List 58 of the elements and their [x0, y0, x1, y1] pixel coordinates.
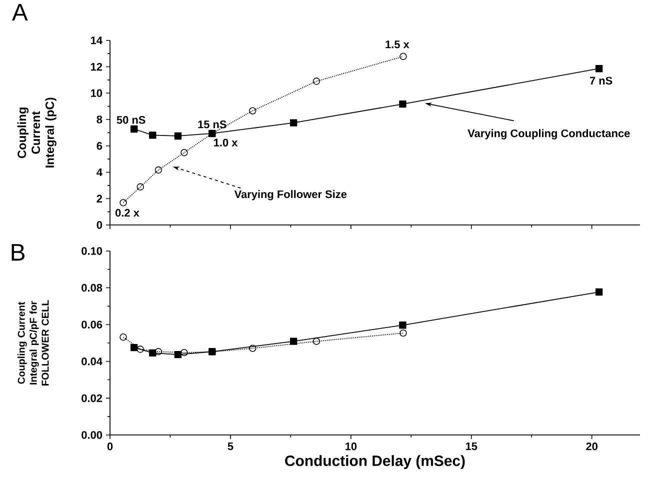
point: [400, 52, 407, 60]
point: [120, 334, 127, 341]
point: [249, 344, 256, 352]
annotation: Varying Coupling Conductance: [468, 129, 630, 140]
y-tick-label: 0: [96, 221, 102, 229]
point: [290, 338, 298, 345]
annotation: 15 nS: [198, 120, 226, 128]
point: [149, 349, 156, 357]
point: [399, 100, 406, 108]
y-tick-label: 0.08: [82, 284, 102, 292]
annotation: 7 nS: [590, 76, 612, 85]
point: [249, 107, 256, 114]
x-tick-label: 5: [228, 442, 234, 450]
point: [595, 65, 603, 72]
point: [136, 346, 144, 353]
point: [130, 125, 138, 133]
point: [174, 350, 182, 358]
point: [154, 166, 162, 174]
y-axis-title: Coupling Current Integral pC/pF for FOLLOWER CELL: [18, 300, 49, 386]
y-tick-label: 0.02: [82, 394, 102, 402]
x-axis-title: Conduction Delay (mSec): [285, 455, 465, 470]
annotation: 0.2 x: [116, 208, 140, 217]
point: [130, 344, 138, 352]
x-tick-label: 15: [466, 442, 478, 450]
y-tick-label: 0.06: [82, 320, 102, 328]
x-tick-label: 10: [346, 442, 357, 450]
annotation: 50 nS: [116, 116, 146, 124]
x-tick-label: 20: [586, 442, 598, 450]
chart-title: A: [12, 4, 28, 20]
point: [180, 148, 188, 156]
x-tick-label: 0: [107, 442, 113, 450]
point: [595, 288, 603, 296]
y-tick-label: 6: [96, 142, 102, 150]
annotation: 1.5 x: [386, 40, 410, 48]
point: [149, 132, 156, 139]
point: [136, 183, 144, 190]
point: [154, 348, 162, 356]
point: [399, 322, 406, 329]
point: [400, 329, 407, 337]
point: [312, 338, 320, 345]
point: [180, 348, 188, 356]
y-tick-label: 4: [96, 168, 102, 176]
y-tick-label: 0.10: [82, 247, 102, 255]
annotation: Varying Follower Size: [234, 190, 347, 200]
chart-title: B: [12, 244, 25, 261]
y-tick-label: 0.00: [82, 431, 102, 439]
y-tick-label: 12: [90, 62, 102, 71]
y-tick-label: 0.04: [82, 358, 102, 366]
point: [290, 119, 298, 126]
y-tick-label: 2: [96, 194, 102, 202]
y-tick-label: 14: [90, 36, 102, 44]
y-axis-title: Coupling Current Integral (pC): [17, 98, 56, 168]
point: [174, 132, 182, 140]
annotation: 1.0 x: [214, 138, 238, 146]
point: [312, 78, 320, 85]
y-tick-label: 10: [90, 89, 102, 98]
y-tick-label: 8: [96, 116, 102, 124]
point: [120, 199, 127, 206]
